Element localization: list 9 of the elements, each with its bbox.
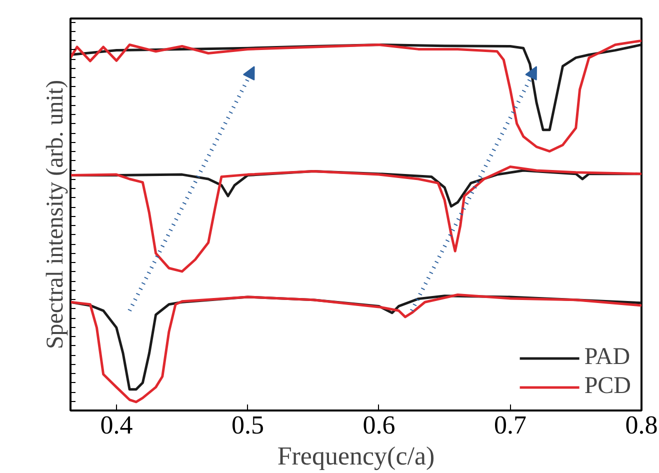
- legend-label: PAD: [584, 344, 630, 371]
- x-tick-label: 0.8: [625, 410, 658, 440]
- x-tick-label: 0.4: [100, 410, 133, 440]
- y-axis-title: Spectral intensity (arb. unit): [42, 80, 68, 350]
- x-tick-label: 0.5: [231, 410, 264, 440]
- x-tick-label: 0.6: [362, 410, 396, 440]
- x-tick-label: 0.7: [494, 410, 526, 440]
- x-axis-title: Frequency(c/a): [277, 442, 435, 470]
- legend-label: PCD: [584, 373, 631, 400]
